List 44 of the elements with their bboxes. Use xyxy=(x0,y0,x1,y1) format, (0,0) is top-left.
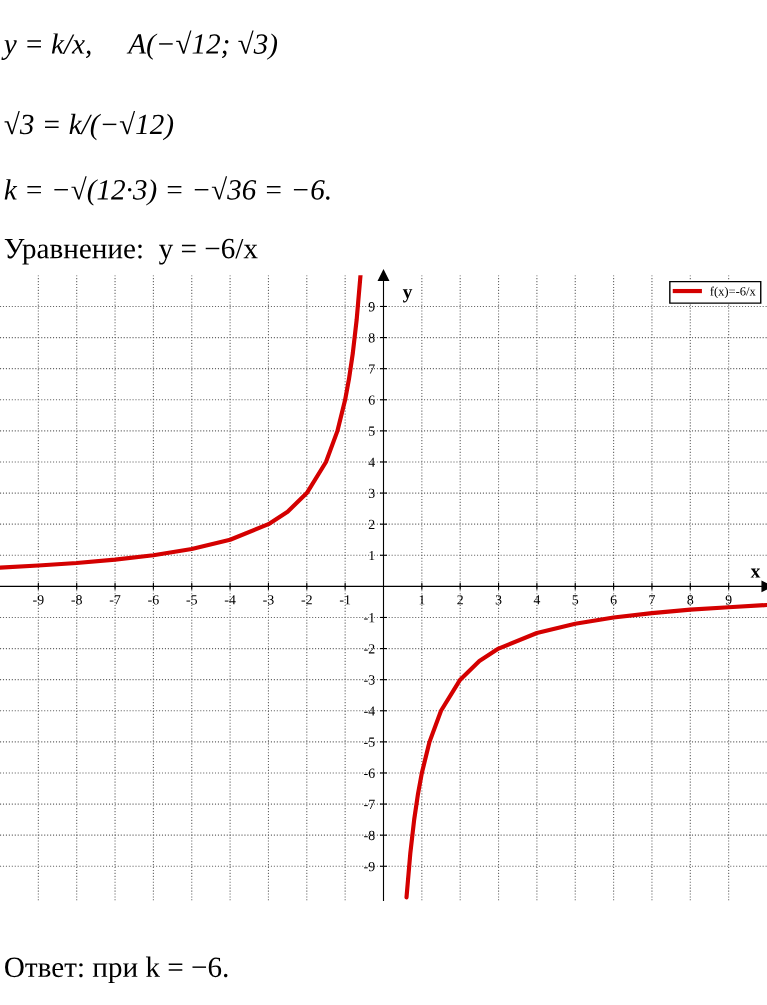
y-tick-label: 4 xyxy=(368,457,375,467)
y-tick-label: 2 xyxy=(368,519,375,529)
x-tick-label: 5 xyxy=(572,595,579,605)
y-tick-label: -3 xyxy=(364,675,375,685)
text: √3 = k/(−√12) xyxy=(4,110,174,141)
y-tick-label: 1 xyxy=(369,550,375,561)
x-tick-label: 7 xyxy=(649,595,656,605)
y-tick-label: 3 xyxy=(368,488,375,499)
y-tick-label: 9 xyxy=(368,302,375,312)
y-tick-label: -6 xyxy=(364,768,375,778)
y-tick-label: 5 xyxy=(369,426,375,436)
y-tick-label: -7 xyxy=(364,799,375,809)
x-tick-label: 2 xyxy=(457,595,463,605)
x-tick-label: -3 xyxy=(263,595,274,605)
x-tick-label: 3 xyxy=(495,595,502,605)
x-tick-label: -6 xyxy=(148,595,159,605)
legend-label: f(x)=-6/x xyxy=(710,286,756,299)
x-axis-title: x xyxy=(750,568,761,578)
y-tick-label: -9 xyxy=(364,861,375,872)
x-tick-label: -2 xyxy=(301,595,312,605)
text: k = −√(12·3) = −√36 = −6. xyxy=(4,176,330,206)
y-tick-label: 8 xyxy=(368,333,375,343)
text: y = k/x, A(−√12; √3) xyxy=(1,30,278,60)
y-tick-label: -5 xyxy=(364,737,375,747)
x-tick-label: 4 xyxy=(533,595,541,605)
y-tick-label: 7 xyxy=(369,364,375,374)
x-tick-label: 9 xyxy=(725,595,732,605)
x-tick-label: 1 xyxy=(419,595,425,605)
y-tick-label: -4 xyxy=(364,706,375,716)
x-tick-label: -4 xyxy=(224,595,236,605)
x-tick-label: 6 xyxy=(610,595,617,605)
x-tick-label: -7 xyxy=(109,595,121,605)
y-tick-label: 6 xyxy=(368,395,375,405)
text: Ответ: при k = −6. xyxy=(5,956,228,984)
y-axis-title: y xyxy=(402,289,413,303)
x-tick-label: -8 xyxy=(71,595,82,605)
y-tick-label: -2 xyxy=(364,644,375,654)
y-tick-label: -8 xyxy=(364,830,375,841)
x-tick-label: -1 xyxy=(339,595,351,605)
text: Уравнение: y = −6/x xyxy=(4,238,258,265)
x-tick-label: -5 xyxy=(186,595,197,605)
x-tick-label: 8 xyxy=(687,595,694,605)
y-tick-label: -1 xyxy=(364,613,375,623)
x-tick-label: -9 xyxy=(33,595,44,605)
